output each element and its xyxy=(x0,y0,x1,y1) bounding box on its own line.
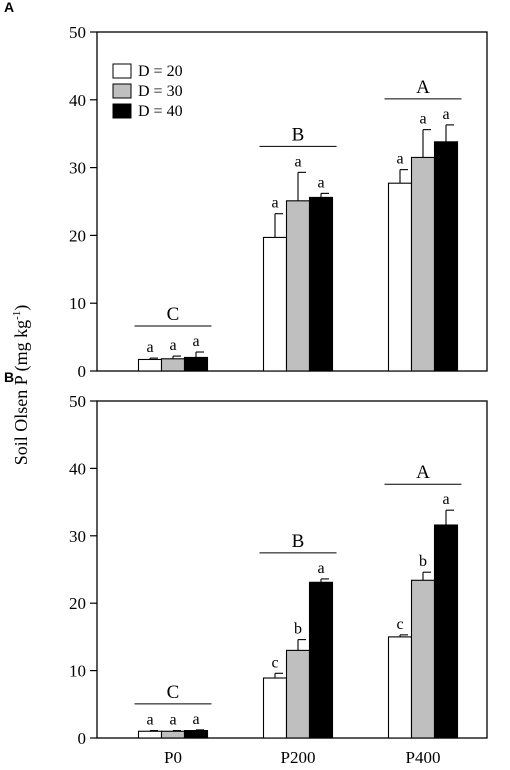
bar xyxy=(160,730,186,739)
bar xyxy=(160,358,186,372)
y-tick-label: 40 xyxy=(69,91,86,110)
group-letter: B xyxy=(292,124,305,145)
group-letter: A xyxy=(416,462,430,483)
significance-letter: a xyxy=(442,106,449,123)
bar xyxy=(262,236,288,372)
significance-letter: a xyxy=(271,195,278,212)
bar xyxy=(262,677,288,739)
significance-letter: a xyxy=(146,712,153,729)
significance-letter: a xyxy=(192,333,199,350)
y-tick-label: 50 xyxy=(69,392,86,411)
bar xyxy=(183,356,209,372)
legend-label: D = 20 xyxy=(138,63,183,80)
legend: D = 20 D = 30 D = 40 xyxy=(112,63,183,120)
bar xyxy=(410,156,436,372)
significance-letter: a xyxy=(317,560,324,577)
legend-swatch xyxy=(112,63,132,79)
group-letter: C xyxy=(167,304,180,325)
x-tick-label: P200 xyxy=(281,748,316,767)
bar xyxy=(433,141,459,372)
significance-letter: c xyxy=(396,616,403,633)
bar xyxy=(387,636,413,739)
panel-label: B xyxy=(4,369,14,385)
significance-letter: a xyxy=(146,339,153,356)
bar xyxy=(308,196,334,372)
y-tick-label: 40 xyxy=(69,459,86,478)
legend-swatch xyxy=(112,83,132,99)
y-tick-label: 0 xyxy=(78,729,87,748)
bar xyxy=(387,182,413,372)
group-letter: C xyxy=(167,682,180,703)
bar xyxy=(285,649,311,739)
significance-letter: b xyxy=(294,621,302,638)
group-letter: A xyxy=(416,77,430,98)
bar xyxy=(410,579,436,739)
y-tick-label: 20 xyxy=(69,594,86,613)
y-tick-label: 30 xyxy=(69,527,86,546)
y-tick-label: 10 xyxy=(69,662,86,681)
significance-letter: a xyxy=(169,712,176,729)
legend-label: D = 30 xyxy=(138,83,183,100)
significance-letter: a xyxy=(442,491,449,508)
bar xyxy=(433,524,459,739)
y-tick-label: 50 xyxy=(69,23,86,42)
x-tick-label: P0 xyxy=(164,748,182,767)
legend-label: D = 40 xyxy=(138,103,183,120)
legend-swatch xyxy=(112,103,132,119)
group-letter: B xyxy=(292,531,305,552)
significance-letter: a xyxy=(419,111,426,128)
x-tick-label: P400 xyxy=(406,748,441,767)
bar xyxy=(308,581,334,739)
bar xyxy=(137,358,163,372)
y-tick-label: 20 xyxy=(69,226,86,245)
significance-letter: b xyxy=(419,553,427,570)
significance-letter: c xyxy=(271,654,278,671)
significance-letter: a xyxy=(396,151,403,168)
significance-letter: a xyxy=(294,153,301,170)
significance-letter: a xyxy=(169,337,176,354)
panel-label: A xyxy=(4,0,14,15)
bar xyxy=(285,200,311,372)
y-tick-label: 30 xyxy=(69,159,86,178)
y-tick-label: 0 xyxy=(78,362,87,381)
y-axis-label: Soil Olsen P (mg kg-1) xyxy=(11,305,32,466)
significance-letter: a xyxy=(317,174,324,191)
bar xyxy=(137,730,163,739)
significance-letter: a xyxy=(192,711,199,728)
y-tick-label: 10 xyxy=(69,294,86,313)
bar xyxy=(183,730,209,739)
